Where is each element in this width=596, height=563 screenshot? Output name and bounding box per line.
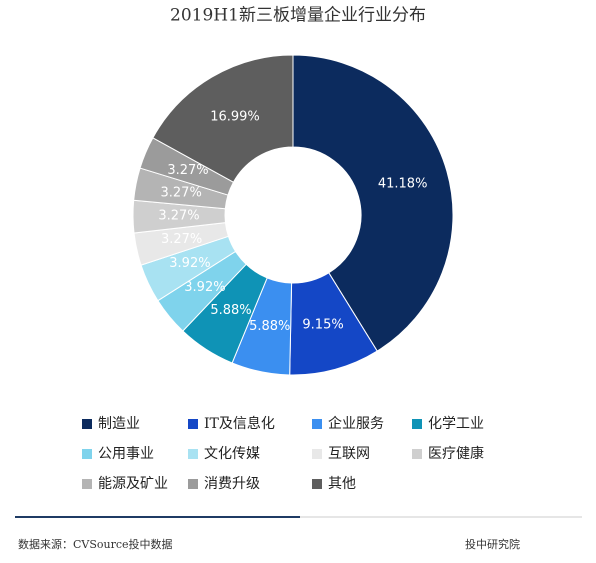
legend-swatch	[312, 479, 322, 489]
data-label: 3.27%	[158, 209, 199, 224]
legend-label: 消费升级	[204, 476, 260, 492]
data-label: 3.92%	[169, 256, 210, 271]
data-label: 5.88%	[249, 319, 290, 334]
legend-swatch	[82, 479, 92, 489]
legend-label: 互联网	[328, 446, 370, 462]
legend-label: 企业服务	[328, 415, 384, 432]
legend-label: 医疗健康	[428, 445, 484, 462]
legend-label: 制造业	[98, 416, 140, 432]
data-label: 3.27%	[167, 163, 208, 178]
legend-swatch	[412, 449, 422, 459]
legend-label: IT及信息化	[204, 415, 275, 432]
data-label: 3.92%	[184, 280, 225, 295]
legend-swatch	[82, 449, 92, 459]
data-label: 5.88%	[210, 303, 251, 318]
data-label: 3.27%	[161, 232, 202, 247]
legend-swatch	[312, 419, 322, 429]
data-label: 16.99%	[210, 109, 260, 124]
legend-swatch	[312, 449, 322, 459]
legend-swatch	[82, 419, 92, 429]
slice	[292, 54, 454, 352]
chart-title: 2019H1新三板增量企业行业分布	[170, 6, 426, 26]
legend-label: 文化传媒	[204, 446, 260, 462]
data-label: 9.15%	[302, 317, 343, 332]
legend-label: 能源及矿业	[98, 476, 168, 492]
legend-swatch	[188, 419, 198, 429]
legend-swatch	[412, 419, 422, 429]
data-label: 3.27%	[161, 185, 202, 200]
note: 投中研究院	[465, 537, 520, 551]
source: 数据来源：CVSource投中数据	[18, 537, 173, 551]
legend-label: 其他	[328, 476, 356, 492]
legend-swatch	[188, 449, 198, 459]
data-label: 41.18%	[378, 176, 428, 191]
legend-label: 化学工业	[428, 416, 484, 432]
legend-label: 公用事业	[98, 446, 154, 462]
slice	[152, 54, 294, 183]
legend-swatch	[188, 479, 198, 489]
